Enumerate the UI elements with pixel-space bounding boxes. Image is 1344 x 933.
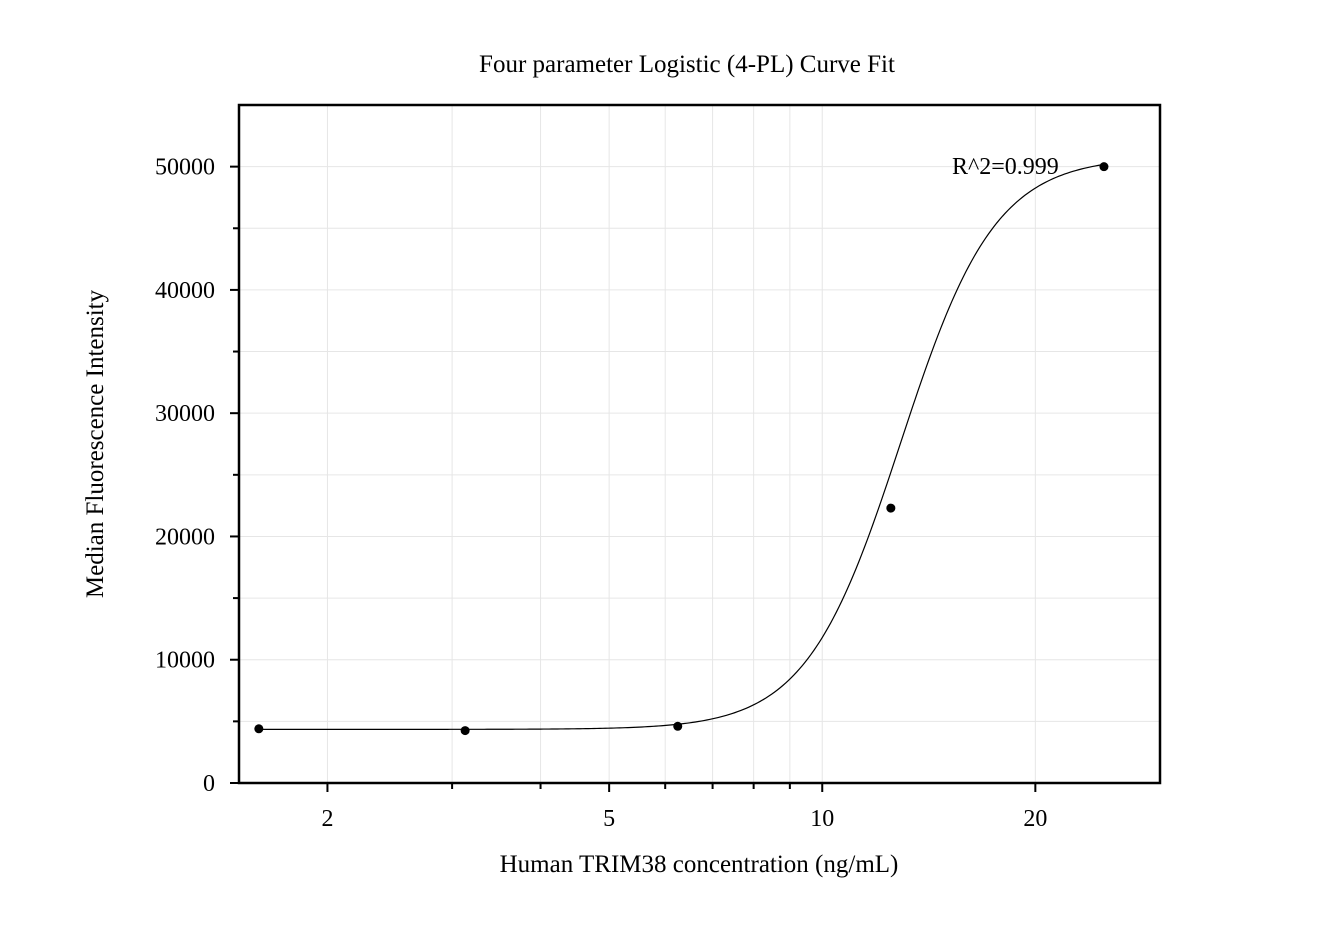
grid: [239, 105, 1160, 783]
y-tick-label: 30000: [155, 401, 215, 427]
y-tick-label: 10000: [155, 648, 215, 674]
data-point: [886, 503, 896, 513]
x-tick-label: 20: [1023, 806, 1047, 832]
data-point: [673, 721, 683, 731]
r-squared-annotation: R^2=0.999: [952, 154, 1059, 180]
data-point: [460, 726, 470, 736]
x-tick-label: 2: [321, 806, 333, 832]
x-tick-label: 5: [603, 806, 615, 832]
data-point: [1099, 162, 1109, 172]
data-point: [254, 724, 264, 734]
y-axis-label: Median Fluorescence Intensity: [82, 289, 109, 598]
y-tick-label: 0: [203, 771, 215, 797]
y-tick-label: 50000: [155, 155, 215, 181]
fit-curve: [258, 163, 1105, 730]
chart-title: Four parameter Logistic (4-PL) Curve Fit: [479, 51, 895, 78]
x-tick-label: 10: [810, 806, 834, 832]
x-axis-label: Human TRIM38 concentration (ng/mL): [500, 851, 899, 878]
y-tick-label: 40000: [155, 278, 215, 304]
plot-frame: [237, 103, 1162, 785]
y-tick-label: 20000: [155, 524, 215, 550]
